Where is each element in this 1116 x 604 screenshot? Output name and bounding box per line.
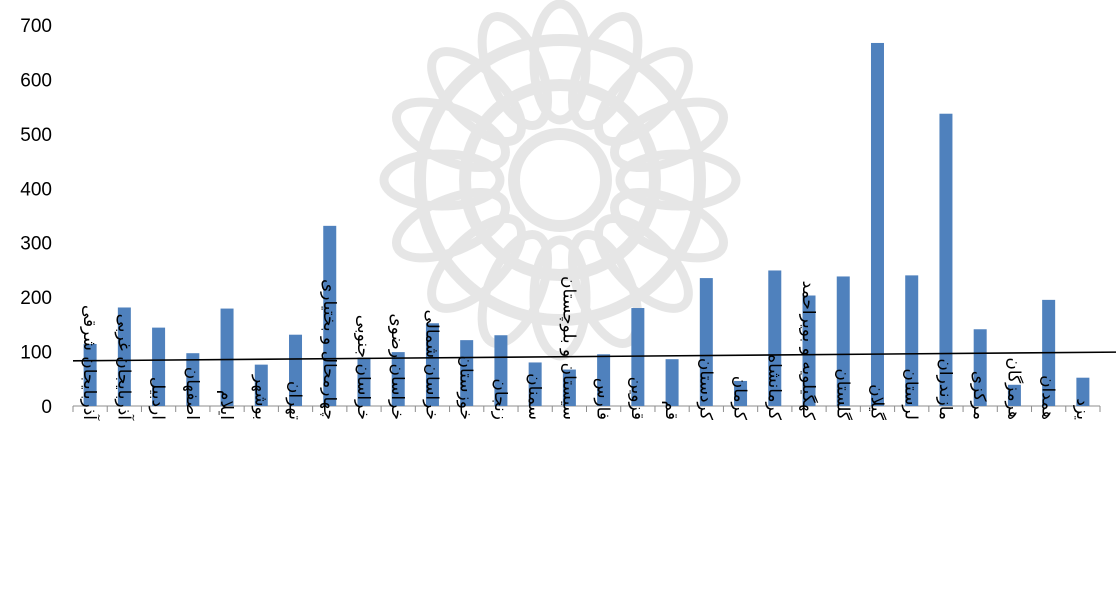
bar <box>1007 384 1021 406</box>
bar <box>768 270 782 406</box>
x-tick-label: آذربایجان شرقی <box>79 305 101 421</box>
bar <box>939 113 953 407</box>
x-tick-label: گلستان <box>832 368 853 421</box>
trendline <box>72 351 1116 362</box>
x-tick-label: چهارمحال و بختیاری <box>319 279 339 420</box>
y-tick-label: 200 <box>20 288 52 309</box>
x-tick-label: کردستان <box>695 358 715 421</box>
bar <box>1076 377 1090 406</box>
x-tick-label: خراسان شمالی <box>421 309 441 420</box>
x-tick-label: لرستان <box>901 368 921 420</box>
x-tick-label: فارس <box>593 378 613 420</box>
bar <box>699 278 713 406</box>
x-tick-label: آذربایجان غربی <box>113 314 135 422</box>
bar <box>597 354 611 406</box>
x-tick-label: مازندران <box>935 358 955 420</box>
bar <box>870 42 884 407</box>
x-tick-label: زنجان <box>490 378 510 420</box>
x-tick-label: ایلام <box>216 390 236 420</box>
x-tick-label: سمنان <box>524 373 544 420</box>
y-tick-label: 600 <box>20 70 52 91</box>
bar <box>802 295 816 406</box>
bar <box>494 335 508 406</box>
bar <box>425 323 439 406</box>
x-tick-label: قم <box>661 401 681 420</box>
bar <box>665 359 679 406</box>
x-tick-label: یزد <box>1072 398 1092 420</box>
x-tick-label: مرکزی <box>969 371 989 420</box>
bar <box>152 327 166 406</box>
bar <box>562 369 576 406</box>
bar <box>905 275 919 406</box>
bar <box>836 276 850 406</box>
y-tick-label: 500 <box>20 125 52 146</box>
x-tick-label: کهگیلویه و بویراحمد <box>798 281 819 421</box>
y-axis: 0 100 200 300 400 500 600 700 <box>20 16 52 418</box>
y-tick-label: 100 <box>20 343 52 364</box>
x-tick-label: هرمزگان <box>1003 357 1024 420</box>
bar <box>734 380 748 406</box>
x-tick-label: کرمانشاه <box>764 354 784 421</box>
x-tick-label: اردبیل <box>148 377 168 420</box>
bar <box>391 352 405 406</box>
x-tick-label: خوزستان <box>456 355 476 420</box>
bar <box>357 357 371 406</box>
y-tick-label: 300 <box>20 234 52 255</box>
bar <box>83 343 97 406</box>
x-tick-label: همدان <box>1038 375 1058 420</box>
x-tick-label: خراسان رضوی <box>387 313 407 420</box>
x-tick-label: اصفهان <box>182 367 202 420</box>
bar <box>323 225 337 406</box>
x-tick-labels: آذربایجان شرقی آذربایجان غربی اردبیل اصفهان… <box>79 276 1092 421</box>
x-axis <box>72 405 1101 412</box>
bar <box>973 329 987 406</box>
bar <box>186 353 200 406</box>
bar <box>528 362 542 406</box>
x-tick-label: کرمان <box>730 376 750 421</box>
bar <box>289 334 303 406</box>
bar <box>631 308 645 406</box>
x-tick-label: تهران <box>285 381 305 420</box>
bar <box>460 340 474 406</box>
bar <box>117 307 131 406</box>
watermark-emblem <box>379 0 741 361</box>
x-tick-label: خراسان جنوبی <box>353 315 373 420</box>
x-tick-label: گیلان <box>866 384 887 421</box>
x-tick-label: قزوین <box>627 377 647 420</box>
bar <box>220 308 234 406</box>
y-tick-label: 400 <box>20 179 52 200</box>
y-tick-label: 700 <box>20 16 52 37</box>
bar <box>254 364 268 406</box>
y-tick-label: 0 <box>41 397 52 418</box>
x-tick-label: بوشهر <box>250 374 270 420</box>
x-tick-label: سیستان و بلوچستان <box>558 276 578 420</box>
bars <box>83 42 1090 407</box>
